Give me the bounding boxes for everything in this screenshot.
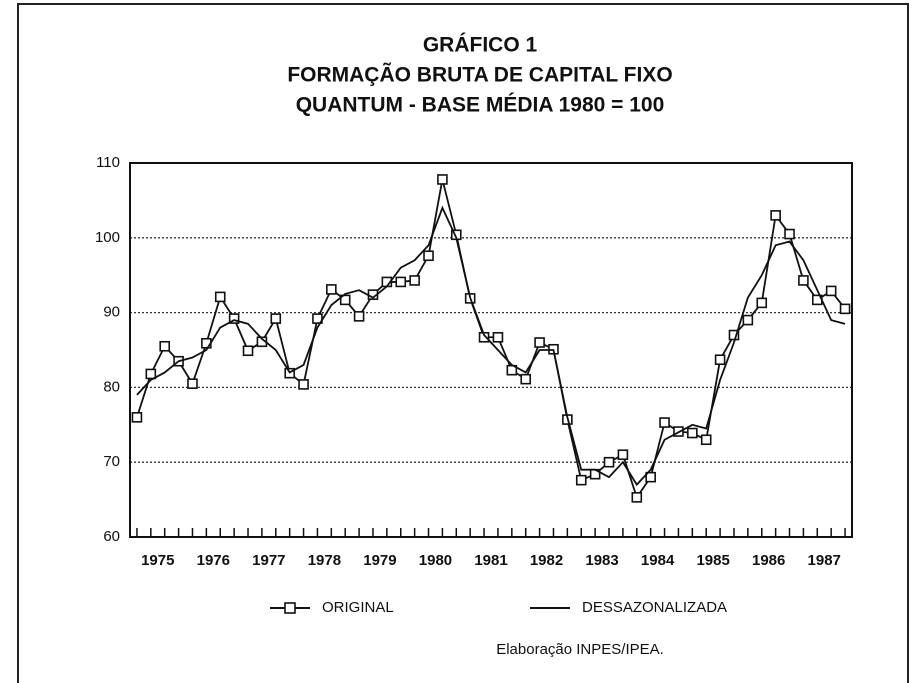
data-point <box>326 284 337 295</box>
data-point <box>631 492 643 503</box>
x-tick-label: 1986 <box>752 552 785 569</box>
data-point <box>214 291 226 303</box>
data-point <box>700 434 712 446</box>
data-point <box>603 456 615 468</box>
data-point <box>492 331 504 343</box>
x-tick-label: 1984 <box>641 552 675 569</box>
data-point <box>839 303 851 315</box>
data-point <box>825 285 837 297</box>
data-point <box>534 337 545 348</box>
data-point <box>617 449 629 461</box>
data-point <box>409 275 420 286</box>
x-tick-label: 1983 <box>585 552 618 569</box>
x-tick-label: 1975 <box>141 552 174 569</box>
y-tick-label: 70 <box>103 453 120 470</box>
data-point <box>437 174 448 185</box>
data-point <box>742 314 754 326</box>
data-point <box>520 373 532 385</box>
y-tick-label: 90 <box>103 304 120 321</box>
data-point <box>159 340 171 352</box>
x-tick-label: 1985 <box>696 552 729 569</box>
data-point <box>145 368 157 380</box>
legend-marker <box>284 602 296 614</box>
series-line <box>136 205 846 487</box>
data-point <box>187 378 198 389</box>
data-point <box>298 379 309 390</box>
y-tick-label: 60 <box>103 528 120 545</box>
y-tick-label: 80 <box>103 378 120 395</box>
x-tick-label: 1978 <box>308 552 341 569</box>
y-tick-label: 110 <box>96 154 120 171</box>
plot-frame <box>129 162 853 538</box>
data-point <box>423 250 434 262</box>
data-point <box>687 427 698 439</box>
data-point <box>228 313 240 324</box>
data-point <box>770 210 781 221</box>
data-point <box>645 471 656 483</box>
x-tick-label: 1976 <box>197 552 230 569</box>
data-point <box>798 275 809 286</box>
data-point <box>784 228 795 240</box>
data-point <box>242 345 254 357</box>
x-tick-label: 1979 <box>363 552 396 569</box>
source-note: Elaboração INPES/IPEA. <box>496 641 664 658</box>
chart-subtitle: FORMAÇÃO BRUTA DE CAPITAL FIXO <box>287 64 672 87</box>
chart-title: GRÁFICO 1 <box>423 34 538 57</box>
x-tick-label: 1981 <box>474 552 507 569</box>
data-point <box>339 294 351 306</box>
data-point <box>131 412 143 423</box>
data-point <box>575 474 587 486</box>
data-point <box>395 276 407 288</box>
x-tick-label: 1977 <box>252 552 285 569</box>
series-line <box>136 179 846 500</box>
data-point <box>756 297 768 309</box>
x-tick-label: 1982 <box>530 552 563 569</box>
x-tick-label: 1980 <box>419 552 452 569</box>
page-frame <box>17 3 909 683</box>
legend-label: ORIGINAL <box>322 599 394 616</box>
x-tick-label: 1987 <box>808 552 841 569</box>
data-point <box>353 311 365 322</box>
chart-subtitle: QUANTUM - BASE MÉDIA 1980 = 100 <box>296 94 665 117</box>
y-tick-label: 100 <box>95 229 120 246</box>
legend-label: DESSAZONALIZADA <box>582 599 727 616</box>
data-point <box>659 417 670 428</box>
data-point <box>270 313 282 324</box>
data-point <box>714 354 726 366</box>
